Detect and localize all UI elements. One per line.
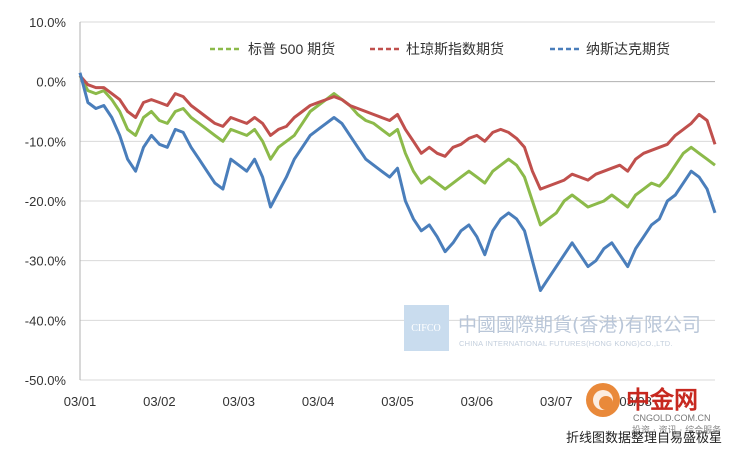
x-tick-label: 03/04 [302,394,335,409]
x-tick-label: 03/08 [619,394,652,409]
grid-lines [79,21,715,381]
legend: 标普 500 期货 杜琼斯指数期货 纳斯达克期货 [210,41,670,57]
legend-label-nasdaq: 纳斯达克期货 [586,41,670,57]
x-tick-label: 03/07 [540,394,573,409]
cngold-logo: 中金网 CNGOLD.COM.CN 投资 · 资讯 · 综合服务 [586,383,721,436]
x-axis-tick-labels: 03/01 03/02 03/03 03/04 03/05 03/06 03/07 03/08 [64,394,652,409]
series-lines [78,72,717,292]
cifco-watermark: CIFCO 中國國際期貨(香港)有限公司 CHINA INTERNATIONAL… [404,305,701,351]
series-line-2 [78,72,717,292]
y-tick-label: -50.0% [25,373,67,388]
series-line-0 [78,74,716,227]
cngold-logo-site: CNGOLD.COM.CN [633,413,711,423]
chart-source-caption: 折线图数据整理自易盛极星 [565,431,722,446]
series-line-1 [78,74,717,191]
legend-label-dow: 杜琼斯指数期货 [406,41,504,57]
cifco-logo-box [404,305,449,351]
y-tick-label: 0.0% [36,75,66,90]
y-tick-label: -10.0% [25,134,67,149]
watermark-chinese-name: 中國國際期貨(香港)有限公司 [458,314,701,336]
watermark-english-name: CHINA INTERNATIONAL FUTURES(HONG KONG)CO… [459,339,673,348]
y-tick-label: -40.0% [25,313,67,328]
x-tick-label: 03/06 [461,394,494,409]
cngold-logo-tagline: 投资 · 资讯 · 综合服务 [632,424,721,436]
x-tick-label: 03/05 [381,394,414,409]
y-tick-label: 10.0% [29,15,66,30]
x-tick-label: 03/01 [64,394,97,409]
x-tick-label: 03/02 [143,394,176,409]
cngold-logo-name: 中金网 [626,386,698,414]
y-tick-label: -20.0% [25,194,67,209]
legend-label-sp500: 标普 500 期货 [248,41,335,57]
y-tick-label: -30.0% [25,254,67,269]
x-tick-label: 03/03 [222,394,255,409]
y-axis-tick-labels: 10.0% 0.0% -10.0% -20.0% -30.0% -40.0% -50.0% [25,15,67,388]
cifco-logo-text: CIFCO [411,323,440,334]
